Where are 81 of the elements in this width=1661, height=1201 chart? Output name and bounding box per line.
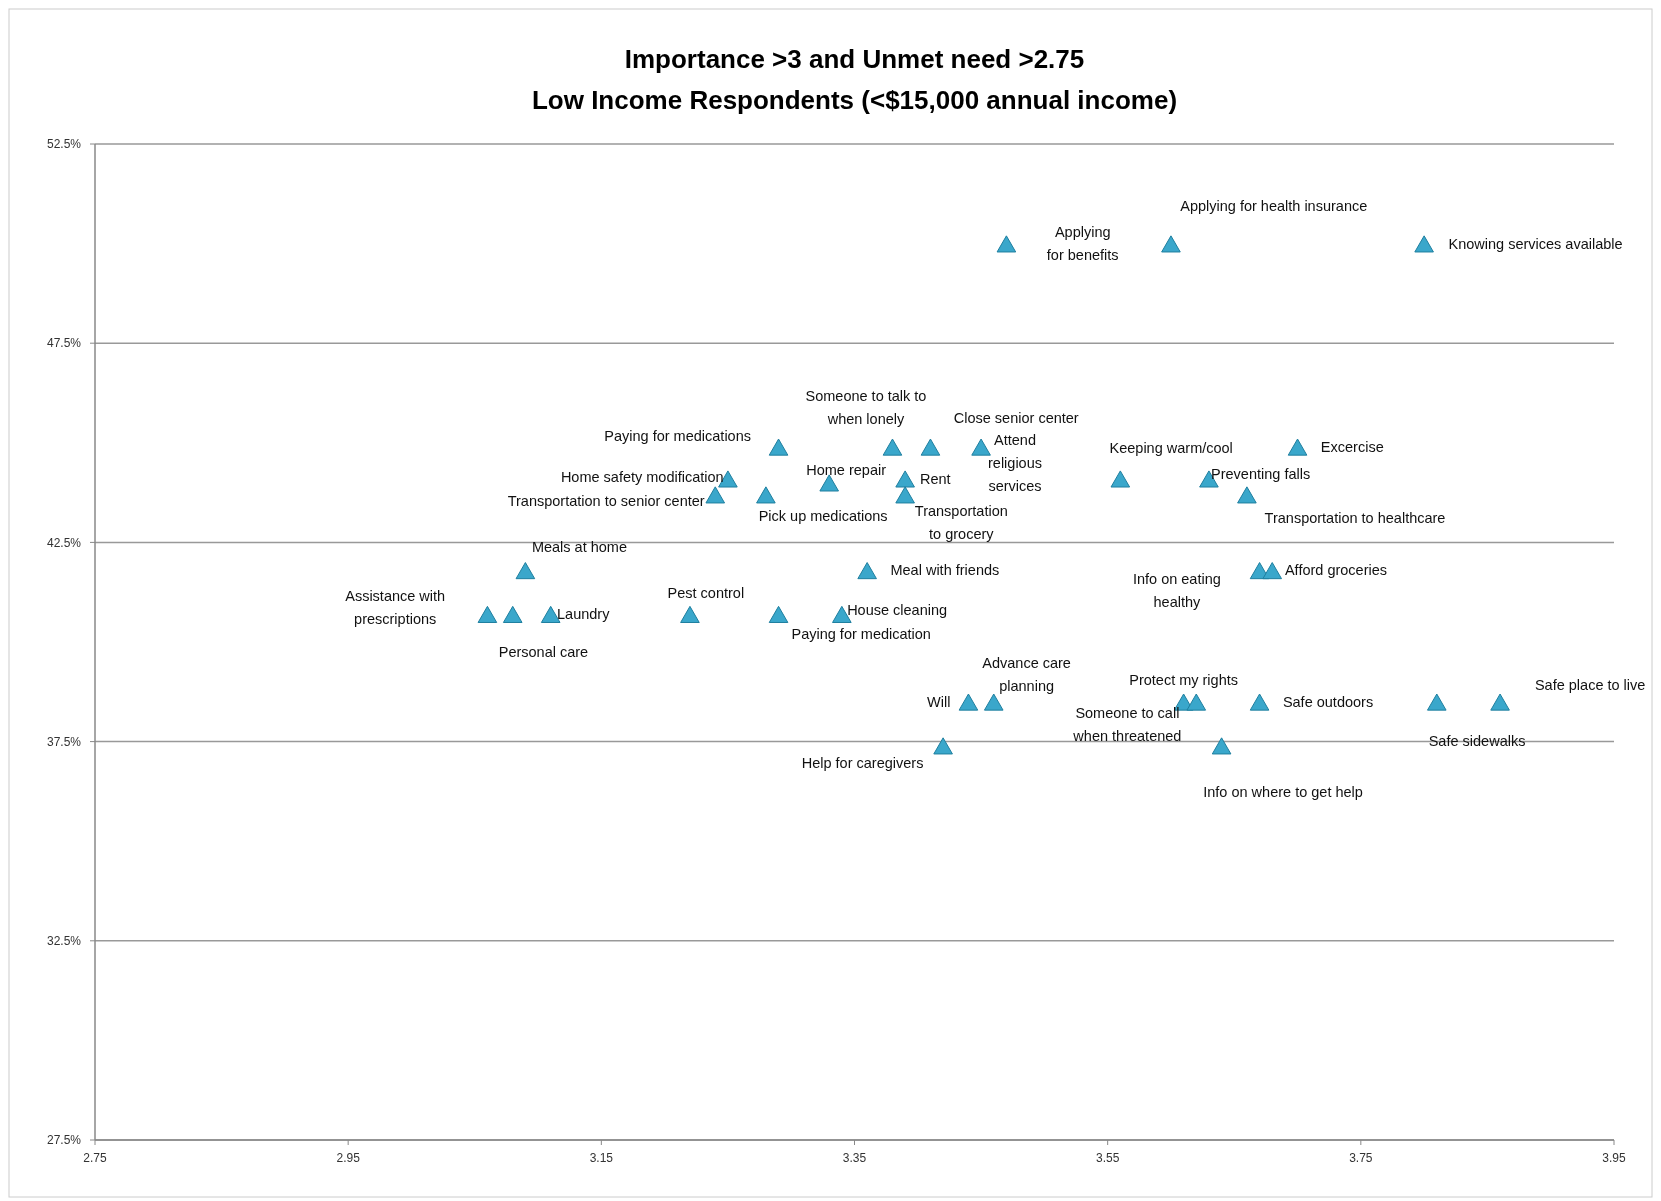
point [1490, 693, 1510, 711]
x-tick-label: 2.95 [336, 1151, 361, 1165]
annotation: Advance care planning [982, 654, 1071, 694]
annotation: Info on where to get help [1203, 784, 1363, 801]
annotation: Pest control [667, 584, 745, 601]
x-tick-label: 3.15 [589, 1151, 614, 1165]
point [768, 605, 789, 623]
annotation: Transportation to healthcare [1264, 509, 1446, 526]
chart-title: Importance >3 and Unmet need >2.75 [624, 44, 1085, 74]
annotation: Excercise [1320, 438, 1384, 455]
annotation: Paying for medication [791, 626, 931, 643]
annotation: Someone to talk to when lonely [805, 387, 927, 427]
annotation: Will [927, 693, 951, 710]
point [756, 486, 776, 504]
annotation: Safe outdoors [1282, 693, 1374, 710]
annotation: Rent [919, 470, 951, 487]
annotation: Protect my rights [1129, 671, 1239, 688]
annotation: Assistance with prescriptions [345, 588, 446, 628]
point [1211, 737, 1232, 755]
annotation: Home repair [806, 462, 887, 478]
chart-subtitle: Low Income Respondents (<$15,000 annual income) [531, 85, 1178, 115]
annotation: Laundry [557, 606, 611, 623]
y-tick-label: 47.5% [46, 336, 82, 351]
point [705, 486, 726, 504]
annotation: Applying for benefits [1046, 224, 1119, 264]
point [996, 235, 1017, 253]
annotation: Personal care [498, 644, 589, 661]
point [933, 737, 953, 755]
point [1161, 235, 1181, 253]
y-tick-label: 52.5% [46, 137, 82, 152]
y-tick-label: 27.5% [46, 1133, 82, 1148]
point [680, 605, 700, 623]
annotation: Home safety modification [560, 468, 724, 485]
annotation: Safe place to live [1534, 676, 1646, 693]
point [895, 486, 915, 504]
point [1110, 470, 1131, 488]
point [971, 438, 991, 456]
point [1237, 486, 1257, 504]
annotation: Keeping warm/cool [1109, 439, 1233, 456]
y-tick-label: 37.5% [46, 734, 82, 749]
point [983, 693, 1004, 711]
annotation: Applying for health insurance [1180, 197, 1368, 214]
point [515, 562, 536, 580]
annotation: Info on eating healthy [1132, 570, 1221, 610]
point [768, 438, 789, 456]
point [1262, 562, 1283, 580]
annotation: Someone to call when threatened [1072, 705, 1182, 745]
annotation: Afford groceries [1284, 562, 1388, 579]
annotation: Preventing falls [1211, 466, 1311, 483]
point [895, 470, 915, 488]
annotation: Transportation to grocery [914, 502, 1008, 542]
point [857, 562, 877, 580]
x-tick-label: 2.75 [83, 1151, 107, 1165]
y-tick-label: 32.5% [46, 934, 82, 948]
point [1287, 438, 1308, 456]
point [882, 438, 903, 456]
annotation: House cleaning [847, 601, 948, 618]
annotation: Transportation to senior center [507, 493, 705, 510]
x-tick-label: 3.75 [1349, 1151, 1373, 1165]
annotation: Paying for medications [604, 428, 751, 445]
point [1249, 693, 1270, 711]
point [958, 693, 979, 711]
point [477, 605, 498, 623]
annotation: Meal with friends [890, 562, 1000, 579]
annotation: Knowing services available [1448, 235, 1623, 252]
annotation: Meals at home [531, 539, 627, 556]
annotation: Attend religious services [988, 432, 1042, 495]
annotation: Close senior center [953, 410, 1079, 427]
point [502, 605, 523, 623]
point [819, 474, 839, 492]
point [920, 438, 941, 456]
annotation: Help for caregivers [801, 754, 924, 771]
x-tick-label: 3.95 [1602, 1151, 1626, 1165]
x-tick-label: 3.55 [1095, 1151, 1120, 1165]
point [1426, 693, 1447, 711]
point [1186, 693, 1207, 711]
annotation: Safe sidewalks [1428, 733, 1526, 750]
annotation: Pick up medications [758, 507, 888, 524]
x-tick-label: 3.35 [842, 1151, 867, 1165]
point [1414, 235, 1434, 253]
y-tick-label: 42.5% [46, 535, 82, 550]
